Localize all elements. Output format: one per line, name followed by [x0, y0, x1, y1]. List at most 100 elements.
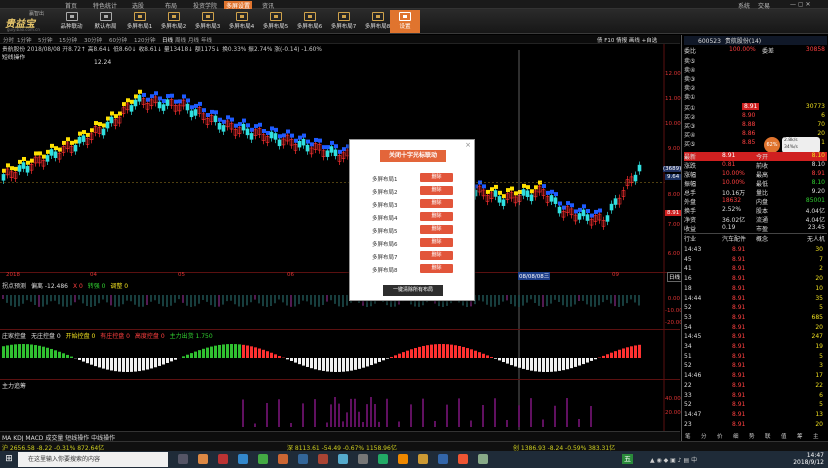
- trend-band-block: [590, 213, 594, 218]
- sz-index[interactable]: 深 8113.61 -54.49 -0.67% 1158.96亿: [287, 445, 397, 452]
- trend-band-block: [146, 97, 150, 102]
- delete-layout-button[interactable]: 删除: [420, 251, 453, 260]
- app-icon[interactable]: [278, 454, 288, 464]
- delete-layout-button[interactable]: 删除: [420, 264, 453, 273]
- right-tab[interactable]: 联: [765, 434, 771, 440]
- period-tab[interactable]: 分时: [3, 38, 15, 44]
- ime-indicator[interactable]: 五: [622, 454, 633, 464]
- linkage-button[interactable]: 品种联动: [55, 10, 88, 33]
- period-indicator: 日线: [667, 272, 683, 282]
- period-tab[interactable]: 5分钟: [38, 38, 53, 44]
- delete-layout-button[interactable]: 删除: [420, 225, 453, 234]
- candle-body: [233, 129, 238, 136]
- candle-body: [41, 159, 46, 167]
- period-tab[interactable]: 15分钟: [59, 38, 77, 44]
- layout-1-button[interactable]: 多屏布局1: [123, 10, 156, 33]
- menu-item-layout[interactable]: 布局: [165, 3, 178, 10]
- tick-cell: 8.91: [732, 343, 746, 350]
- layout-2-button[interactable]: 多屏布局2: [157, 10, 190, 33]
- candle-body: [325, 150, 330, 157]
- app-icon[interactable]: [338, 454, 348, 464]
- right-tab[interactable]: 价: [717, 434, 723, 440]
- app-icon[interactable]: [258, 454, 268, 464]
- delete-layout-button[interactable]: 删除: [420, 173, 453, 182]
- app-icon[interactable]: [418, 454, 428, 464]
- layout-6-button[interactable]: 多屏布局6: [293, 10, 326, 33]
- app-icon[interactable]: [198, 454, 208, 464]
- pane1-title: 拐点预测 偏离 -12.486 X 0 转强 0 调整 0: [2, 283, 129, 290]
- indicator-tabs[interactable]: MA KDJ MACD 成交量 短线操作 中线操作: [2, 435, 116, 442]
- period-tab[interactable]: 120分钟: [134, 38, 156, 44]
- period-tab[interactable]: 月线: [188, 38, 200, 44]
- candle-body: [61, 146, 66, 153]
- right-tab[interactable]: 主: [813, 434, 819, 440]
- layout-3-button[interactable]: 多屏布局3: [191, 10, 224, 33]
- taskbar-search[interactable]: 在这里输入你要搜索的内容: [18, 452, 168, 467]
- tick-cell: 13: [815, 410, 823, 418]
- menu-item-multiscreen[interactable]: 多屏设置: [224, 1, 253, 10]
- period-tab-daily[interactable]: 日线: [162, 38, 174, 44]
- default-layout-button[interactable]: 默认布局: [89, 10, 122, 33]
- trend-band-block: [182, 94, 186, 99]
- right-tab[interactable]: 势: [749, 434, 755, 440]
- settings-button[interactable]: 设置: [390, 10, 420, 33]
- period-tab[interactable]: 1分钟: [17, 38, 32, 44]
- quote-cell: 85001: [805, 197, 825, 204]
- crosshair-toggle-button[interactable]: 关闭十字光标联动: [380, 150, 446, 162]
- kline-chart[interactable]: [0, 44, 680, 431]
- menu-item-news[interactable]: 资讯: [262, 3, 275, 10]
- app-icon[interactable]: [318, 454, 328, 464]
- sh-index[interactable]: 沪 2656.58 -8.22 -0.31% 872.64亿: [2, 445, 105, 452]
- clear-all-layouts-button[interactable]: 一键清除所有布局: [383, 285, 443, 296]
- menu-item-screen[interactable]: 选股: [132, 3, 145, 10]
- app-icon[interactable]: [238, 454, 248, 464]
- period-tab[interactable]: 60分钟: [109, 38, 127, 44]
- close-icon[interactable]: ×: [465, 141, 471, 149]
- candle-body: [597, 213, 602, 221]
- period-tab[interactable]: 周线: [175, 38, 187, 44]
- candle-body: [333, 149, 338, 157]
- tray-icons[interactable]: ▲ ◉ ◆ ▣ ♪ ▤ 中: [650, 457, 698, 464]
- windows-start-icon[interactable]: ⊞: [5, 454, 13, 464]
- right-tab[interactable]: 细: [733, 434, 739, 440]
- right-tab[interactable]: 筹: [797, 434, 803, 440]
- app-icon[interactable]: [298, 454, 308, 464]
- period-tab[interactable]: 年线: [201, 38, 213, 44]
- menu-item-home[interactable]: 首页: [65, 3, 78, 10]
- pane2-bar: [370, 358, 373, 366]
- right-tab[interactable]: 笔: [685, 434, 691, 440]
- delete-layout-button[interactable]: 删除: [420, 186, 453, 195]
- delete-layout-button[interactable]: 删除: [420, 212, 453, 221]
- chart-tools[interactable]: 债 F10 情报 画线 +自选: [597, 38, 658, 44]
- candle-body: [621, 190, 626, 197]
- delete-layout-button[interactable]: 删除: [420, 238, 453, 247]
- app-icon[interactable]: [358, 454, 368, 464]
- layout-8-button[interactable]: 多屏布局8: [361, 10, 394, 33]
- app-icon[interactable]: [218, 454, 228, 464]
- menu-item-trade[interactable]: 交易: [758, 3, 771, 10]
- candle-body: [541, 189, 546, 196]
- cy-index[interactable]: 创 1386.93 -8.24 -0.59% 383.31亿: [513, 445, 616, 452]
- app-icon[interactable]: [398, 454, 408, 464]
- candle-body: [289, 138, 294, 146]
- task-view-icon[interactable]: [178, 454, 188, 464]
- trend-band-block: [486, 189, 490, 194]
- layout-5-button[interactable]: 多屏布局5: [259, 10, 292, 33]
- right-tab[interactable]: 值: [781, 434, 787, 440]
- menu-item-stats[interactable]: 特色统计: [93, 3, 118, 10]
- pane2-bar: [106, 358, 109, 370]
- trend-band-block: [346, 144, 350, 149]
- menu-item-academy[interactable]: 投资学院: [193, 3, 218, 10]
- app-icon[interactable]: [438, 454, 448, 464]
- right-tab[interactable]: 分: [701, 434, 707, 440]
- app-icon[interactable]: [458, 454, 468, 464]
- layout-7-button[interactable]: 多屏布局7: [327, 10, 360, 33]
- candle-body: [305, 144, 310, 152]
- delete-layout-button[interactable]: 删除: [420, 199, 453, 208]
- app-icon[interactable]: [378, 454, 388, 464]
- window-controls[interactable]: — ▢ ✕: [790, 1, 811, 8]
- period-tab[interactable]: 30分钟: [84, 38, 102, 44]
- menu-item-system[interactable]: 系统: [738, 3, 751, 10]
- layout-4-button[interactable]: 多屏布局4: [225, 10, 258, 33]
- app-icon[interactable]: [478, 454, 488, 464]
